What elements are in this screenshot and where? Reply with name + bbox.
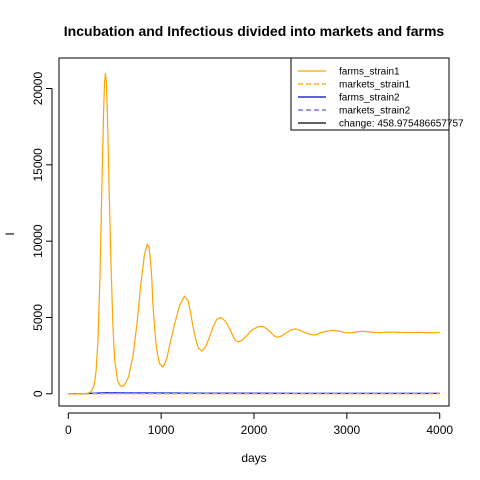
legend-label: farms_strain2	[339, 93, 400, 104]
y-tick-label: 20000	[31, 72, 45, 106]
x-tick-label: 0	[65, 423, 72, 437]
legend: farms_strain1 markets_strain1 farms_strain…	[291, 58, 464, 130]
legend-label: markets_strain1	[339, 80, 411, 91]
x-tick-label: 1000	[148, 423, 175, 437]
y-tick-label: 15000	[31, 148, 45, 182]
y-tick-label: 5000	[31, 304, 45, 331]
x-axis: 0 1000 2000 3000 4000	[65, 413, 453, 437]
y-tick-label: 10000	[31, 224, 45, 258]
legend-label: farms_strain1	[339, 67, 400, 78]
x-tick-label: 2000	[241, 423, 268, 437]
legend-label: markets_strain2	[339, 106, 411, 117]
x-tick-label: 3000	[334, 423, 361, 437]
chart-title: Incubation and Infectious divided into m…	[64, 23, 445, 39]
y-axis: 0 5000 10000 15000 20000	[31, 72, 52, 398]
x-axis-label: days	[241, 451, 266, 465]
x-tick-label: 4000	[426, 423, 453, 437]
legend-label: change: 458.975486657757	[339, 119, 464, 130]
y-axis-label: I	[3, 232, 17, 235]
y-tick-label: 0	[31, 390, 45, 397]
